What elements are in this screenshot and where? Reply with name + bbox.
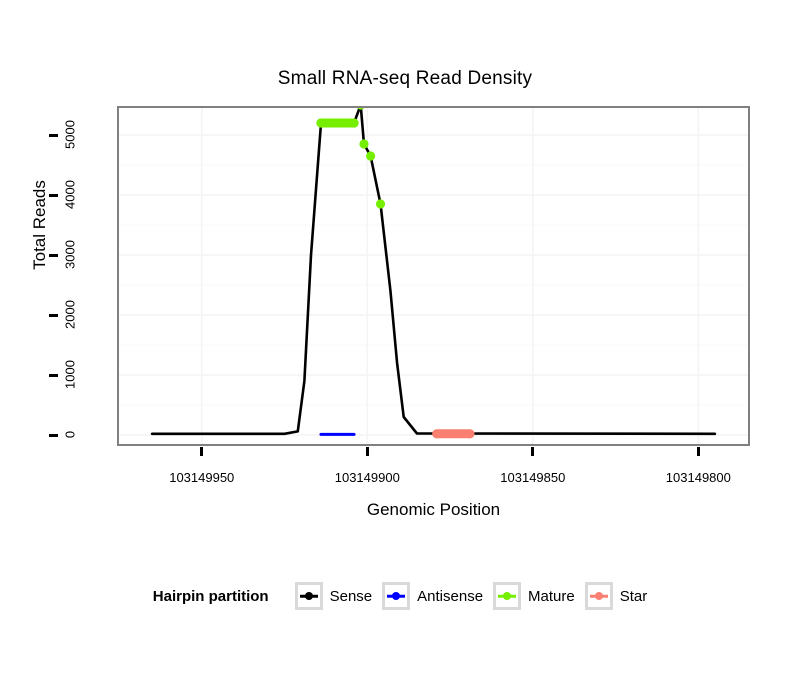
legend-key-star-icon xyxy=(584,582,613,610)
x-tick xyxy=(696,447,700,456)
x-tick-label: 103149950 xyxy=(169,470,235,485)
legend-key-mature-icon xyxy=(493,582,522,610)
plot-svg xyxy=(119,108,748,444)
y-tick-label: 1000 xyxy=(62,360,78,389)
x-axis-label: Genomic Position xyxy=(366,500,501,519)
y-tick-label: 4000 xyxy=(62,180,78,209)
y-tick-label: 5000 xyxy=(62,120,78,149)
y-axis-label: Total Reads xyxy=(30,180,49,270)
legend-item-star[interactable]: Star xyxy=(584,582,648,610)
legend-label-antisense: Antisense xyxy=(417,587,484,605)
y-tick-label: 0 xyxy=(62,430,78,439)
legend-title: Hairpin partition xyxy=(152,587,269,605)
y-tick xyxy=(49,373,58,377)
x-tick xyxy=(200,447,204,456)
legend-label-star: Star xyxy=(619,587,648,605)
legend-item-sense[interactable]: Sense xyxy=(294,582,373,610)
x-tick-label: 103149900 xyxy=(334,470,400,485)
legend-key-sense-icon xyxy=(294,582,323,610)
legend-item-antisense[interactable]: Antisense xyxy=(382,582,483,610)
plot-panel xyxy=(117,106,750,446)
x-tick-label: 103149850 xyxy=(500,470,566,485)
y-tick xyxy=(49,433,58,437)
x-tick-label: 103149800 xyxy=(665,470,731,485)
legend-label-mature: Mature xyxy=(528,587,575,605)
legend-items: Sense Antisense Mature Star xyxy=(294,582,658,610)
chart-legend: Hairpin partition Sense Antisense Mature St… xyxy=(0,582,810,610)
x-tick xyxy=(365,447,369,456)
y-tick-label: 2000 xyxy=(62,300,78,329)
legend-label-sense: Sense xyxy=(329,587,373,605)
y-tick xyxy=(49,253,58,257)
y-tick xyxy=(49,313,58,317)
chart-title: Small RNA-seq Read Density xyxy=(277,68,533,89)
y-tick xyxy=(49,133,58,137)
legend-item-mature[interactable]: Mature xyxy=(493,582,575,610)
y-tick xyxy=(49,193,58,197)
plot-area xyxy=(119,108,748,444)
x-tick xyxy=(531,447,535,456)
legend-key-antisense-icon xyxy=(382,582,411,610)
y-tick-label: 3000 xyxy=(62,240,78,269)
